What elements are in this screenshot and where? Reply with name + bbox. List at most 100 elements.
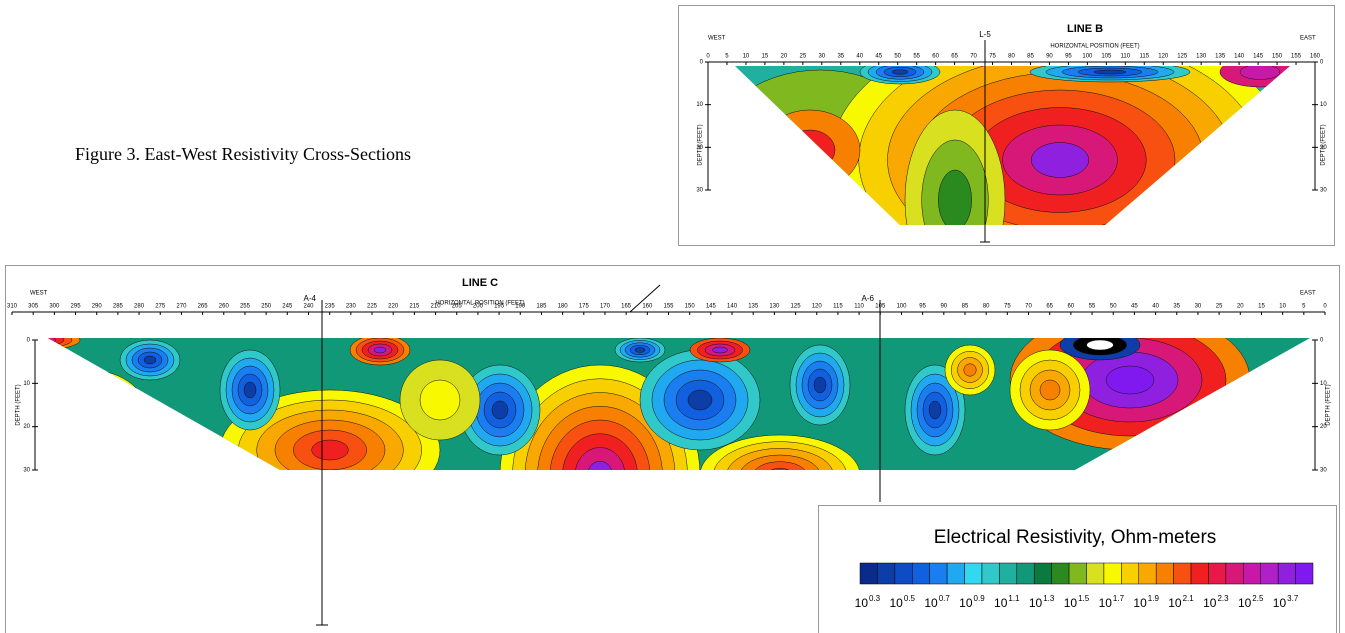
x-tick-label: 285 — [113, 304, 124, 310]
contour-band — [813, 376, 827, 394]
axes-b: 0 5 10 15 20 25 30 35 40 45 50 55 60 65 70 75 80 85 90 95 10… — [696, 54, 1327, 194]
x-tick-label: 130 — [769, 304, 780, 310]
x-tick-label: 120 — [1158, 54, 1169, 60]
legend-label: 0.5 — [904, 594, 916, 603]
legend-label: 1.9 — [1148, 594, 1160, 603]
x-tick-label: 255 — [240, 304, 251, 310]
y-tick-label: 20 — [696, 145, 703, 151]
marker: A-6 — [862, 294, 875, 303]
x-tick-label: 30 — [1195, 304, 1202, 310]
y-tick-label: 10 — [1320, 102, 1327, 108]
legend-swatch — [1295, 562, 1314, 585]
legend-label: 10 — [959, 596, 973, 610]
x-tick-label: 65 — [951, 54, 958, 60]
contour-band — [938, 169, 972, 225]
legend-label: 10 — [855, 596, 869, 610]
x-tick-label: 165 — [621, 304, 632, 310]
x-tick-label: 310 — [7, 304, 18, 310]
x-tick-label: 25 — [800, 54, 807, 60]
contour-band — [48, 369, 151, 470]
x-tick-label: 155 — [1291, 54, 1302, 60]
x-tick-label: 225 — [367, 304, 378, 310]
x-tick-label: 20 — [1237, 304, 1244, 310]
legend-swatch — [999, 562, 1018, 585]
contour-band — [963, 363, 977, 377]
contour-band — [784, 129, 836, 171]
x-tick-label: 305 — [28, 304, 39, 310]
x-tick-label: 170 — [600, 304, 611, 310]
legend-label: 10 — [1273, 596, 1287, 610]
legend-label: 1.7 — [1113, 594, 1125, 603]
contour-band — [53, 389, 127, 451]
x-tick-label: 190 — [515, 304, 526, 310]
x-tick-label: 130 — [1196, 54, 1207, 60]
ylabel-b: DEPTH (FEET) — [1321, 124, 1327, 165]
west-c: WEST — [30, 291, 48, 297]
x-tick-label: 70 — [970, 54, 977, 60]
x-tick-label: 105 — [1101, 54, 1112, 60]
y-tick-label: 20 — [1320, 424, 1327, 430]
legend-label: 10 — [1238, 596, 1252, 610]
x-tick-label: 125 — [791, 304, 802, 310]
legend-label: 1.1 — [1008, 594, 1020, 603]
legend-label: 10 — [1029, 596, 1043, 610]
x-tick-label: 115 — [1139, 54, 1149, 60]
contour-band — [574, 447, 626, 470]
legend-swatch — [929, 562, 948, 585]
y-tick-label: 0 — [27, 338, 31, 344]
title-c: LINE C — [462, 277, 498, 289]
y-tick-label: 20 — [23, 424, 30, 430]
x-tick-label: 245 — [282, 304, 293, 310]
contour-band — [1093, 69, 1127, 75]
contour-band — [759, 109, 861, 191]
x-tick-label: 185 — [536, 304, 547, 310]
x-tick-label: 25 — [1216, 304, 1223, 310]
legend-swatch — [981, 562, 1000, 585]
y-tick-label: 10 — [23, 381, 30, 387]
x-tick-label: 210 — [431, 304, 442, 310]
y-tick-label: 10 — [1320, 381, 1327, 387]
legend-swatch — [1260, 562, 1279, 585]
x-tick-label: 230 — [346, 304, 357, 310]
x-tick-label: 300 — [49, 304, 60, 310]
marker-line — [629, 284, 661, 313]
x-tick-label: 235 — [325, 304, 336, 310]
legend-swatch — [894, 562, 913, 585]
marker: L-5 — [979, 30, 991, 39]
xlabel-b: HORIZONTAL POSITION (FEET) — [1050, 44, 1139, 50]
legend-swatch — [912, 562, 930, 585]
x-tick-label: 45 — [875, 54, 882, 60]
contour-band — [65, 399, 115, 441]
legend-swatch — [1121, 562, 1140, 585]
legend-swatch — [1086, 562, 1105, 585]
contour-band — [48, 338, 65, 347]
x-tick-label: 100 — [1082, 54, 1093, 60]
x-tick-label: 125 — [1177, 54, 1188, 60]
legend-label: 10 — [1133, 596, 1147, 610]
contour-band — [77, 409, 103, 431]
contour-band — [243, 381, 257, 399]
x-tick-label: 135 — [1215, 54, 1226, 60]
x-tick-label: 10 — [743, 54, 750, 60]
x-tick-label: 0 — [1323, 304, 1327, 310]
contour-band — [143, 355, 157, 365]
x-tick-label: 30 — [818, 54, 825, 60]
x-tick-label: 135 — [748, 304, 759, 310]
contour-band — [48, 379, 139, 461]
contour-band — [766, 468, 794, 470]
x-tick-label: 205 — [452, 304, 463, 310]
legend-label: 1.5 — [1078, 594, 1090, 603]
contour-band — [1039, 379, 1061, 401]
x-tick-label: 15 — [1258, 304, 1265, 310]
contour-band — [739, 454, 821, 470]
contour-band — [48, 338, 57, 345]
x-tick-label: 195 — [494, 304, 505, 310]
legend-label: 2.3 — [1217, 594, 1229, 603]
y-tick-label: 0 — [700, 60, 704, 66]
x-tick-label: 140 — [1234, 54, 1245, 60]
x-tick-label: 35 — [1173, 304, 1180, 310]
legend-swatch — [1190, 562, 1209, 585]
legend-label: 10 — [1099, 596, 1113, 610]
contour-band — [562, 433, 638, 470]
